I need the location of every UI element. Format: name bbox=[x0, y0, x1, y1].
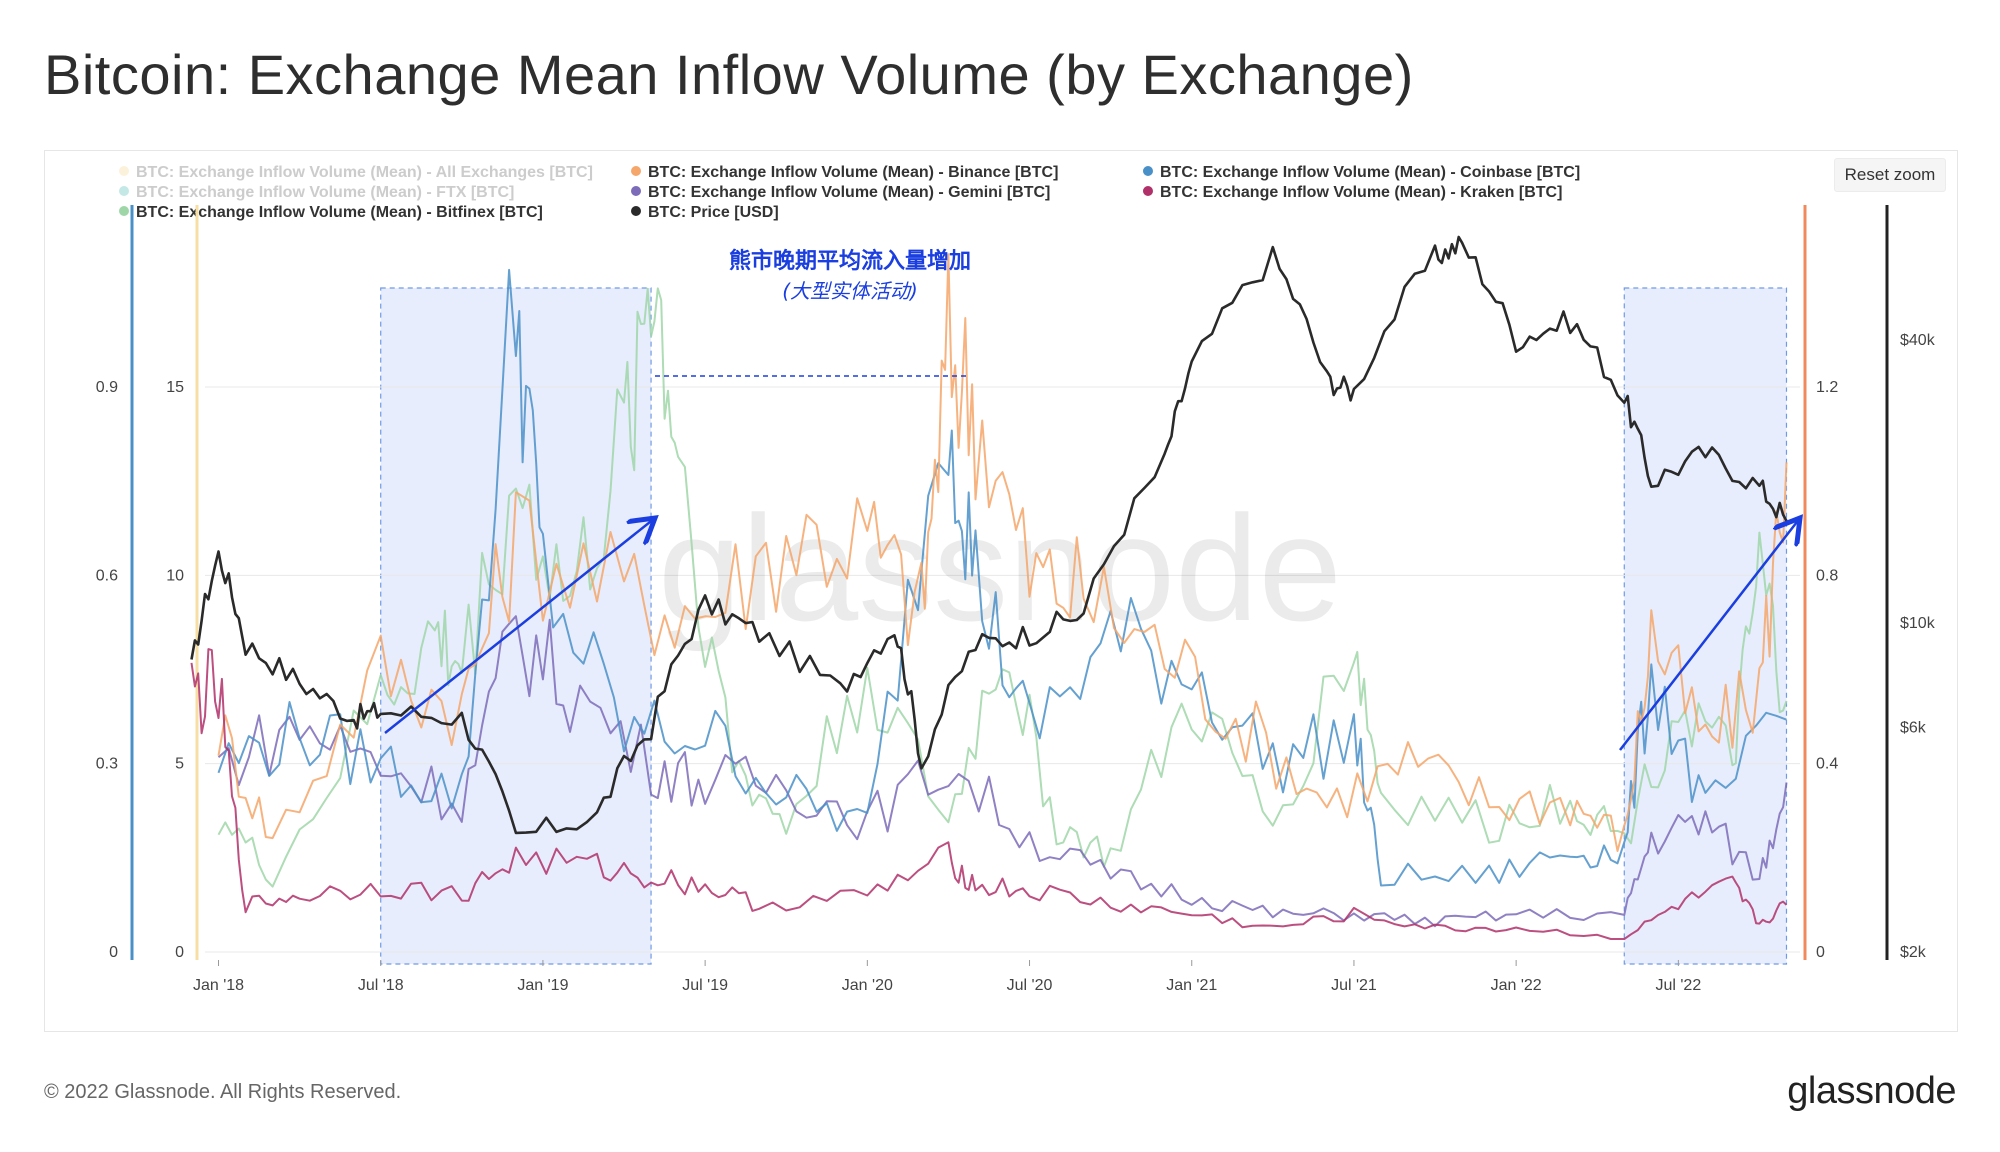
x-tick-label-6: Jan '21 bbox=[1166, 977, 1217, 994]
annotation-arrow-1 bbox=[384, 518, 655, 734]
highlight-period-1 bbox=[380, 287, 652, 965]
left-outer-tick-0: 0 bbox=[109, 944, 118, 961]
series-line-4 bbox=[217, 615, 1788, 928]
footer-logo: glassnode bbox=[1787, 1070, 1956, 1112]
series-line-3 bbox=[217, 268, 1787, 887]
right-inner-tick-3: 1.2 bbox=[1816, 379, 1838, 396]
legend-label-4: BTC: Exchange Inflow Volume (Mean) - FTX… bbox=[136, 184, 514, 201]
right-outer-tick-0: $2k bbox=[1900, 944, 1927, 961]
watermark-text: glassnode bbox=[658, 484, 1342, 652]
annotation-subtitle: (大型实体活动) bbox=[782, 279, 918, 303]
legend-label-6: BTC: Exchange Inflow Volume (Mean) - Kra… bbox=[1160, 184, 1562, 201]
legend-label-8: BTC: Price [USD] bbox=[648, 204, 779, 221]
left-inner-tick-3: 15 bbox=[166, 379, 184, 396]
legend-label-7: BTC: Exchange Inflow Volume (Mean) - Bit… bbox=[136, 204, 543, 221]
legend-marker-7 bbox=[119, 206, 129, 216]
right-outer-tick-3: $40k bbox=[1900, 332, 1936, 349]
legend-marker-2 bbox=[631, 166, 641, 176]
right-outer-tick-2: $10k bbox=[1900, 615, 1936, 632]
x-tick-label-0: Jan '18 bbox=[193, 977, 244, 994]
reset-zoom-button[interactable]: Reset zoom bbox=[1834, 158, 1946, 192]
x-tick-label-3: Jul '19 bbox=[682, 977, 728, 994]
x-tick-label-2: Jan '19 bbox=[517, 977, 568, 994]
page-title: Bitcoin: Exchange Mean Inflow Volume (by… bbox=[44, 43, 1414, 106]
right-inner-tick-0: 0 bbox=[1816, 944, 1825, 961]
legend-marker-3 bbox=[1143, 166, 1153, 176]
series-line-6 bbox=[217, 287, 1788, 888]
left-inner-tick-1: 5 bbox=[175, 756, 184, 773]
series-line-5 bbox=[190, 648, 1788, 940]
x-tick-label-1: Jul '18 bbox=[358, 977, 404, 994]
x-tick-label-8: Jan '22 bbox=[1491, 977, 1542, 994]
left-inner-tick-2: 10 bbox=[166, 567, 184, 584]
legend-label-2: BTC: Exchange Inflow Volume (Mean) - Bin… bbox=[648, 164, 1058, 181]
series-line-2 bbox=[217, 253, 1788, 852]
left-inner-tick-0: 0 bbox=[175, 944, 184, 961]
left-outer-tick-1: 0.3 bbox=[96, 756, 118, 773]
legend-label-3: BTC: Exchange Inflow Volume (Mean) - Coi… bbox=[1160, 164, 1580, 181]
annotation-arrow-2 bbox=[1619, 518, 1800, 751]
legend-marker-6 bbox=[1143, 186, 1153, 196]
left-outer-tick-3: 0.9 bbox=[96, 379, 118, 396]
right-inner-tick-1: 0.4 bbox=[1816, 756, 1838, 773]
left-outer-tick-2: 0.6 bbox=[96, 567, 118, 584]
x-tick-label-7: Jul '21 bbox=[1331, 977, 1377, 994]
x-tick-label-9: Jul '22 bbox=[1655, 977, 1701, 994]
x-tick-label-4: Jan '20 bbox=[842, 977, 893, 994]
x-tick-label-5: Jul '20 bbox=[1007, 977, 1053, 994]
footer-copyright: © 2022 Glassnode. All Rights Reserved. bbox=[44, 1081, 402, 1103]
legend-label-1: BTC: Exchange Inflow Volume (Mean) - All… bbox=[136, 164, 593, 181]
right-outer-tick-1: $6k bbox=[1900, 720, 1927, 737]
series-line-1 bbox=[190, 235, 1788, 835]
legend-marker-1 bbox=[119, 166, 129, 176]
legend-marker-4 bbox=[119, 186, 129, 196]
legend-marker-5 bbox=[631, 186, 641, 196]
right-inner-tick-2: 0.8 bbox=[1816, 567, 1838, 584]
legend-marker-8 bbox=[631, 206, 641, 216]
legend-label-5: BTC: Exchange Inflow Volume (Mean) - Gem… bbox=[648, 184, 1050, 201]
annotation-title: 熊市晚期平均流入量增加 bbox=[729, 248, 971, 274]
